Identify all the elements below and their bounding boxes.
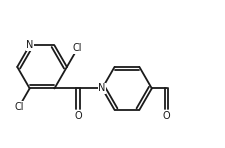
Text: Cl: Cl [72,44,82,53]
Text: N: N [26,40,33,50]
Text: O: O [74,111,81,121]
Text: N: N [97,83,105,93]
Text: Cl: Cl [14,102,24,112]
Text: O: O [162,111,170,121]
